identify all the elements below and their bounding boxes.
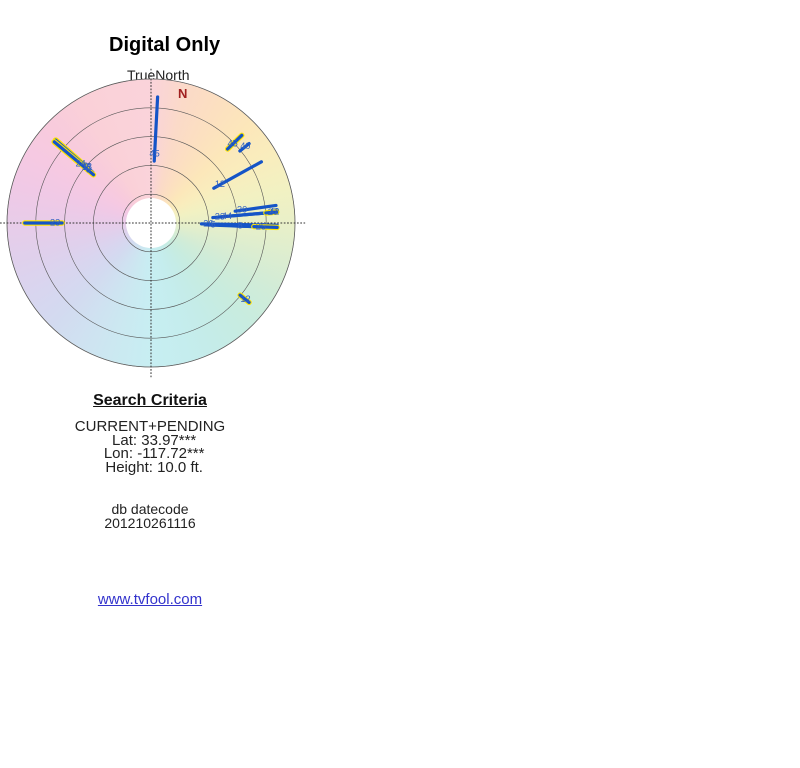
svg-text:12: 12 bbox=[215, 179, 225, 189]
svg-text:44: 44 bbox=[222, 211, 232, 221]
svg-text:8: 8 bbox=[238, 221, 243, 231]
svg-text:24: 24 bbox=[76, 158, 86, 168]
svg-text:42: 42 bbox=[269, 207, 279, 217]
svg-text:30: 30 bbox=[237, 205, 247, 215]
svg-text:45: 45 bbox=[149, 149, 159, 159]
svg-text:25: 25 bbox=[256, 221, 266, 231]
svg-text:23: 23 bbox=[50, 217, 60, 227]
svg-text:45: 45 bbox=[228, 139, 238, 149]
svg-text:12: 12 bbox=[240, 294, 250, 304]
svg-text:40: 40 bbox=[240, 141, 250, 151]
